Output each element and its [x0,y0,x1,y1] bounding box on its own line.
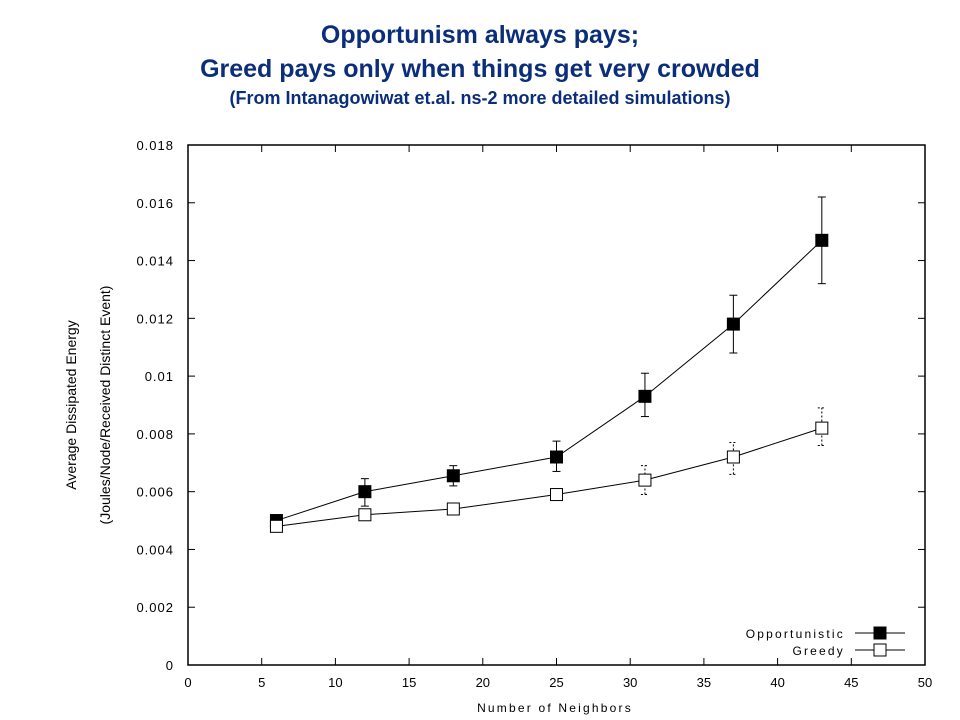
data-point [446,502,460,516]
data-point [638,473,652,487]
x-tick-label: 45 [844,675,858,690]
plot-frame [187,144,926,666]
title-line-2: Greed pays only when things get very cro… [200,55,760,83]
data-point [446,469,460,483]
y-tick-label: 0.006 [136,485,174,500]
series-layer [269,196,829,533]
y-tick-label: 0.008 [136,427,174,442]
x-tick-label: 0 [184,675,191,690]
data-point [815,233,829,247]
error-bar [729,442,738,475]
y-tick-label: 0.004 [136,542,174,557]
series-line [276,427,822,527]
title-line-1: Opportunism always pays; [320,21,640,49]
x-tick-label: 10 [328,675,342,690]
data-point [550,450,563,464]
title-line-3: (From Intanagowiwat et.al. ns-2 more det… [229,88,731,108]
title-block: Opportunism always pays; Greed pays only… [0,18,960,110]
y-tick-label: 0.012 [136,311,174,326]
y-tick-label: 0.018 [136,138,174,153]
series-line [276,239,823,522]
x-tick-label: 35 [697,675,711,690]
y-tick-label: 0.01 [145,369,174,384]
chart-legend: Opportunistic Greedy [746,626,905,658]
x-tick-label: 25 [549,675,563,690]
y-tick-label: 0.002 [136,600,174,615]
legend-marker [873,626,887,640]
error-bar [640,465,649,496]
y-tick-label: 0.014 [136,254,174,269]
y-tick-label: 0 [166,658,174,673]
legend-marker [873,643,887,657]
x-tick-label: 15 [402,675,416,690]
series-opportunistic [269,196,829,528]
data-point [638,389,652,403]
data-point [726,317,740,331]
series-greedy [269,407,829,533]
x-tick-label: 50 [918,675,932,690]
data-point [815,421,829,435]
x-tick-label: 30 [623,675,637,690]
legend-label: Greedy [792,644,845,658]
data-point [726,450,740,464]
data-point [550,488,563,502]
error-bar [817,407,826,446]
x-tick-label: 20 [476,675,490,690]
data-point [358,508,372,522]
y-axis-label-line-1: Average Dissipated Energy [63,320,79,489]
x-tick-label: 40 [770,675,784,690]
x-tick-label: 5 [258,675,265,690]
legend-label: Opportunistic [746,627,845,641]
y-axis-label-line-2: (Joules/Node/Received Distinct Event) [97,286,113,525]
data-point [358,485,372,499]
chart-axes: 0 5 10 15 20 25 30 35 40 45 50 0 0.002 0.004 0.006 0.00… [136,138,932,690]
x-axis-label: Number of Neighbors [477,701,633,715]
y-tick-label: 0.016 [136,196,174,211]
data-point [269,519,283,533]
